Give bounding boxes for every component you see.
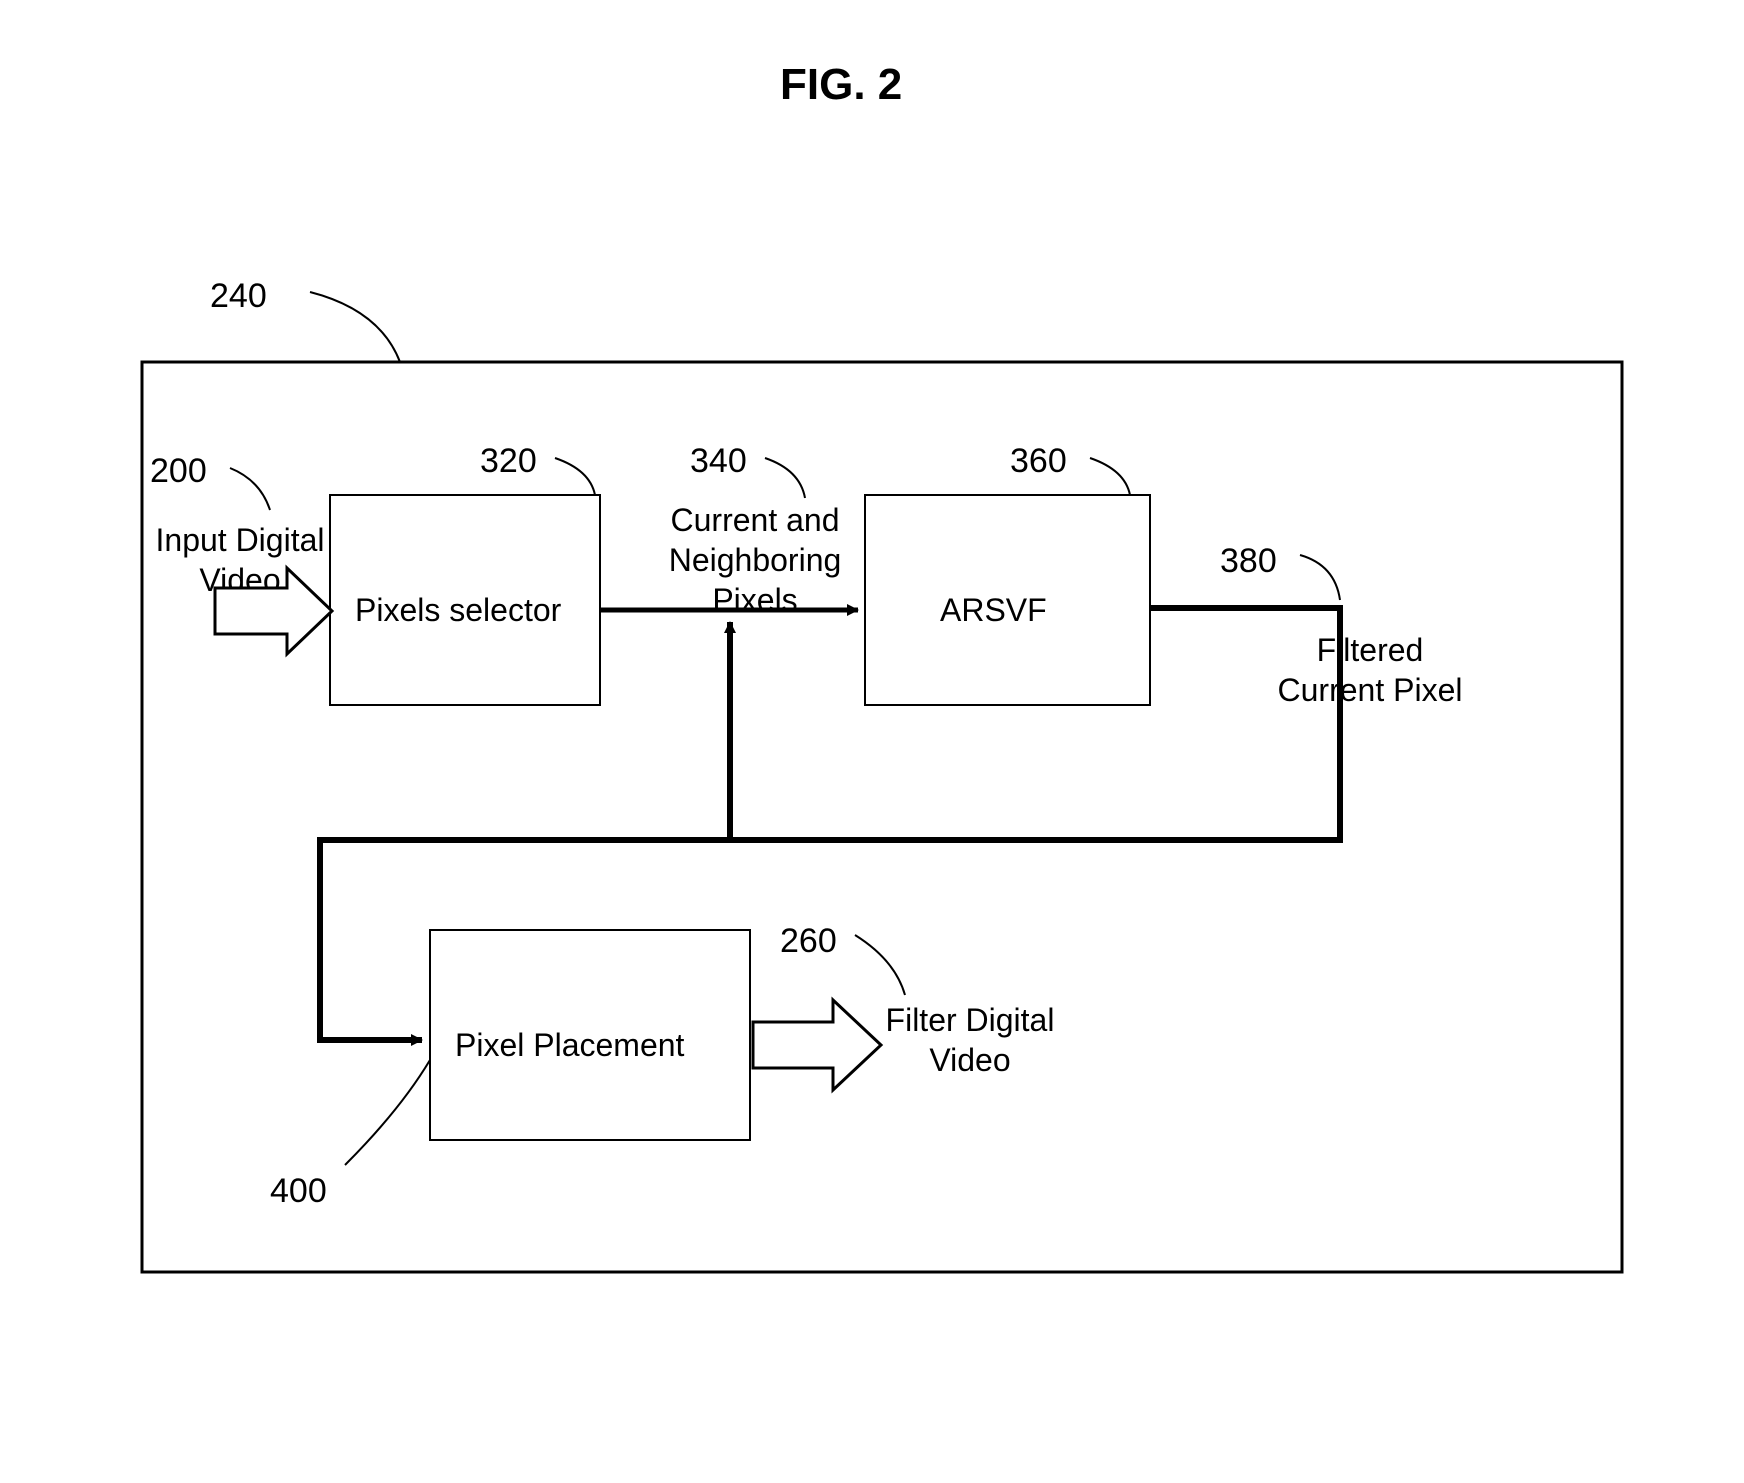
leader-240 <box>310 292 400 362</box>
label-pixel-placement: Pixel Placement <box>455 1025 684 1065</box>
label-input-digital-video: Input Digital Video <box>140 520 340 600</box>
arrow-placement-to-output <box>753 1000 881 1090</box>
ref-240: 240 <box>210 275 267 318</box>
ref-320: 320 <box>480 440 537 483</box>
figure-title: FIG. 2 <box>780 60 902 110</box>
ref-400: 400 <box>270 1170 327 1213</box>
outer-box <box>142 362 1622 1272</box>
ref-380: 380 <box>1220 540 1277 583</box>
ref-260: 260 <box>780 920 837 963</box>
leader-260 <box>855 935 905 995</box>
feedback-path-main <box>320 608 1340 1040</box>
ref-360: 360 <box>1010 440 1067 483</box>
label-arsvf: ARSVF <box>940 590 1047 630</box>
diagram-svg <box>0 0 1744 1483</box>
leader-320 <box>555 458 595 495</box>
leader-200 <box>230 468 270 510</box>
leader-340 <box>765 458 805 498</box>
ref-340: 340 <box>690 440 747 483</box>
label-pixels-selector: Pixels selector <box>355 590 561 630</box>
leader-360 <box>1090 458 1130 495</box>
leader-400 <box>345 1060 430 1165</box>
label-filter-digital-video: Filter Digital Video <box>870 1000 1070 1080</box>
ref-200: 200 <box>150 450 207 493</box>
label-filtered-current-pixel: Filtered Current Pixel <box>1260 630 1480 710</box>
label-current-neighboring: Current and Neighboring Pixels <box>640 500 870 620</box>
leader-380 <box>1300 555 1340 600</box>
